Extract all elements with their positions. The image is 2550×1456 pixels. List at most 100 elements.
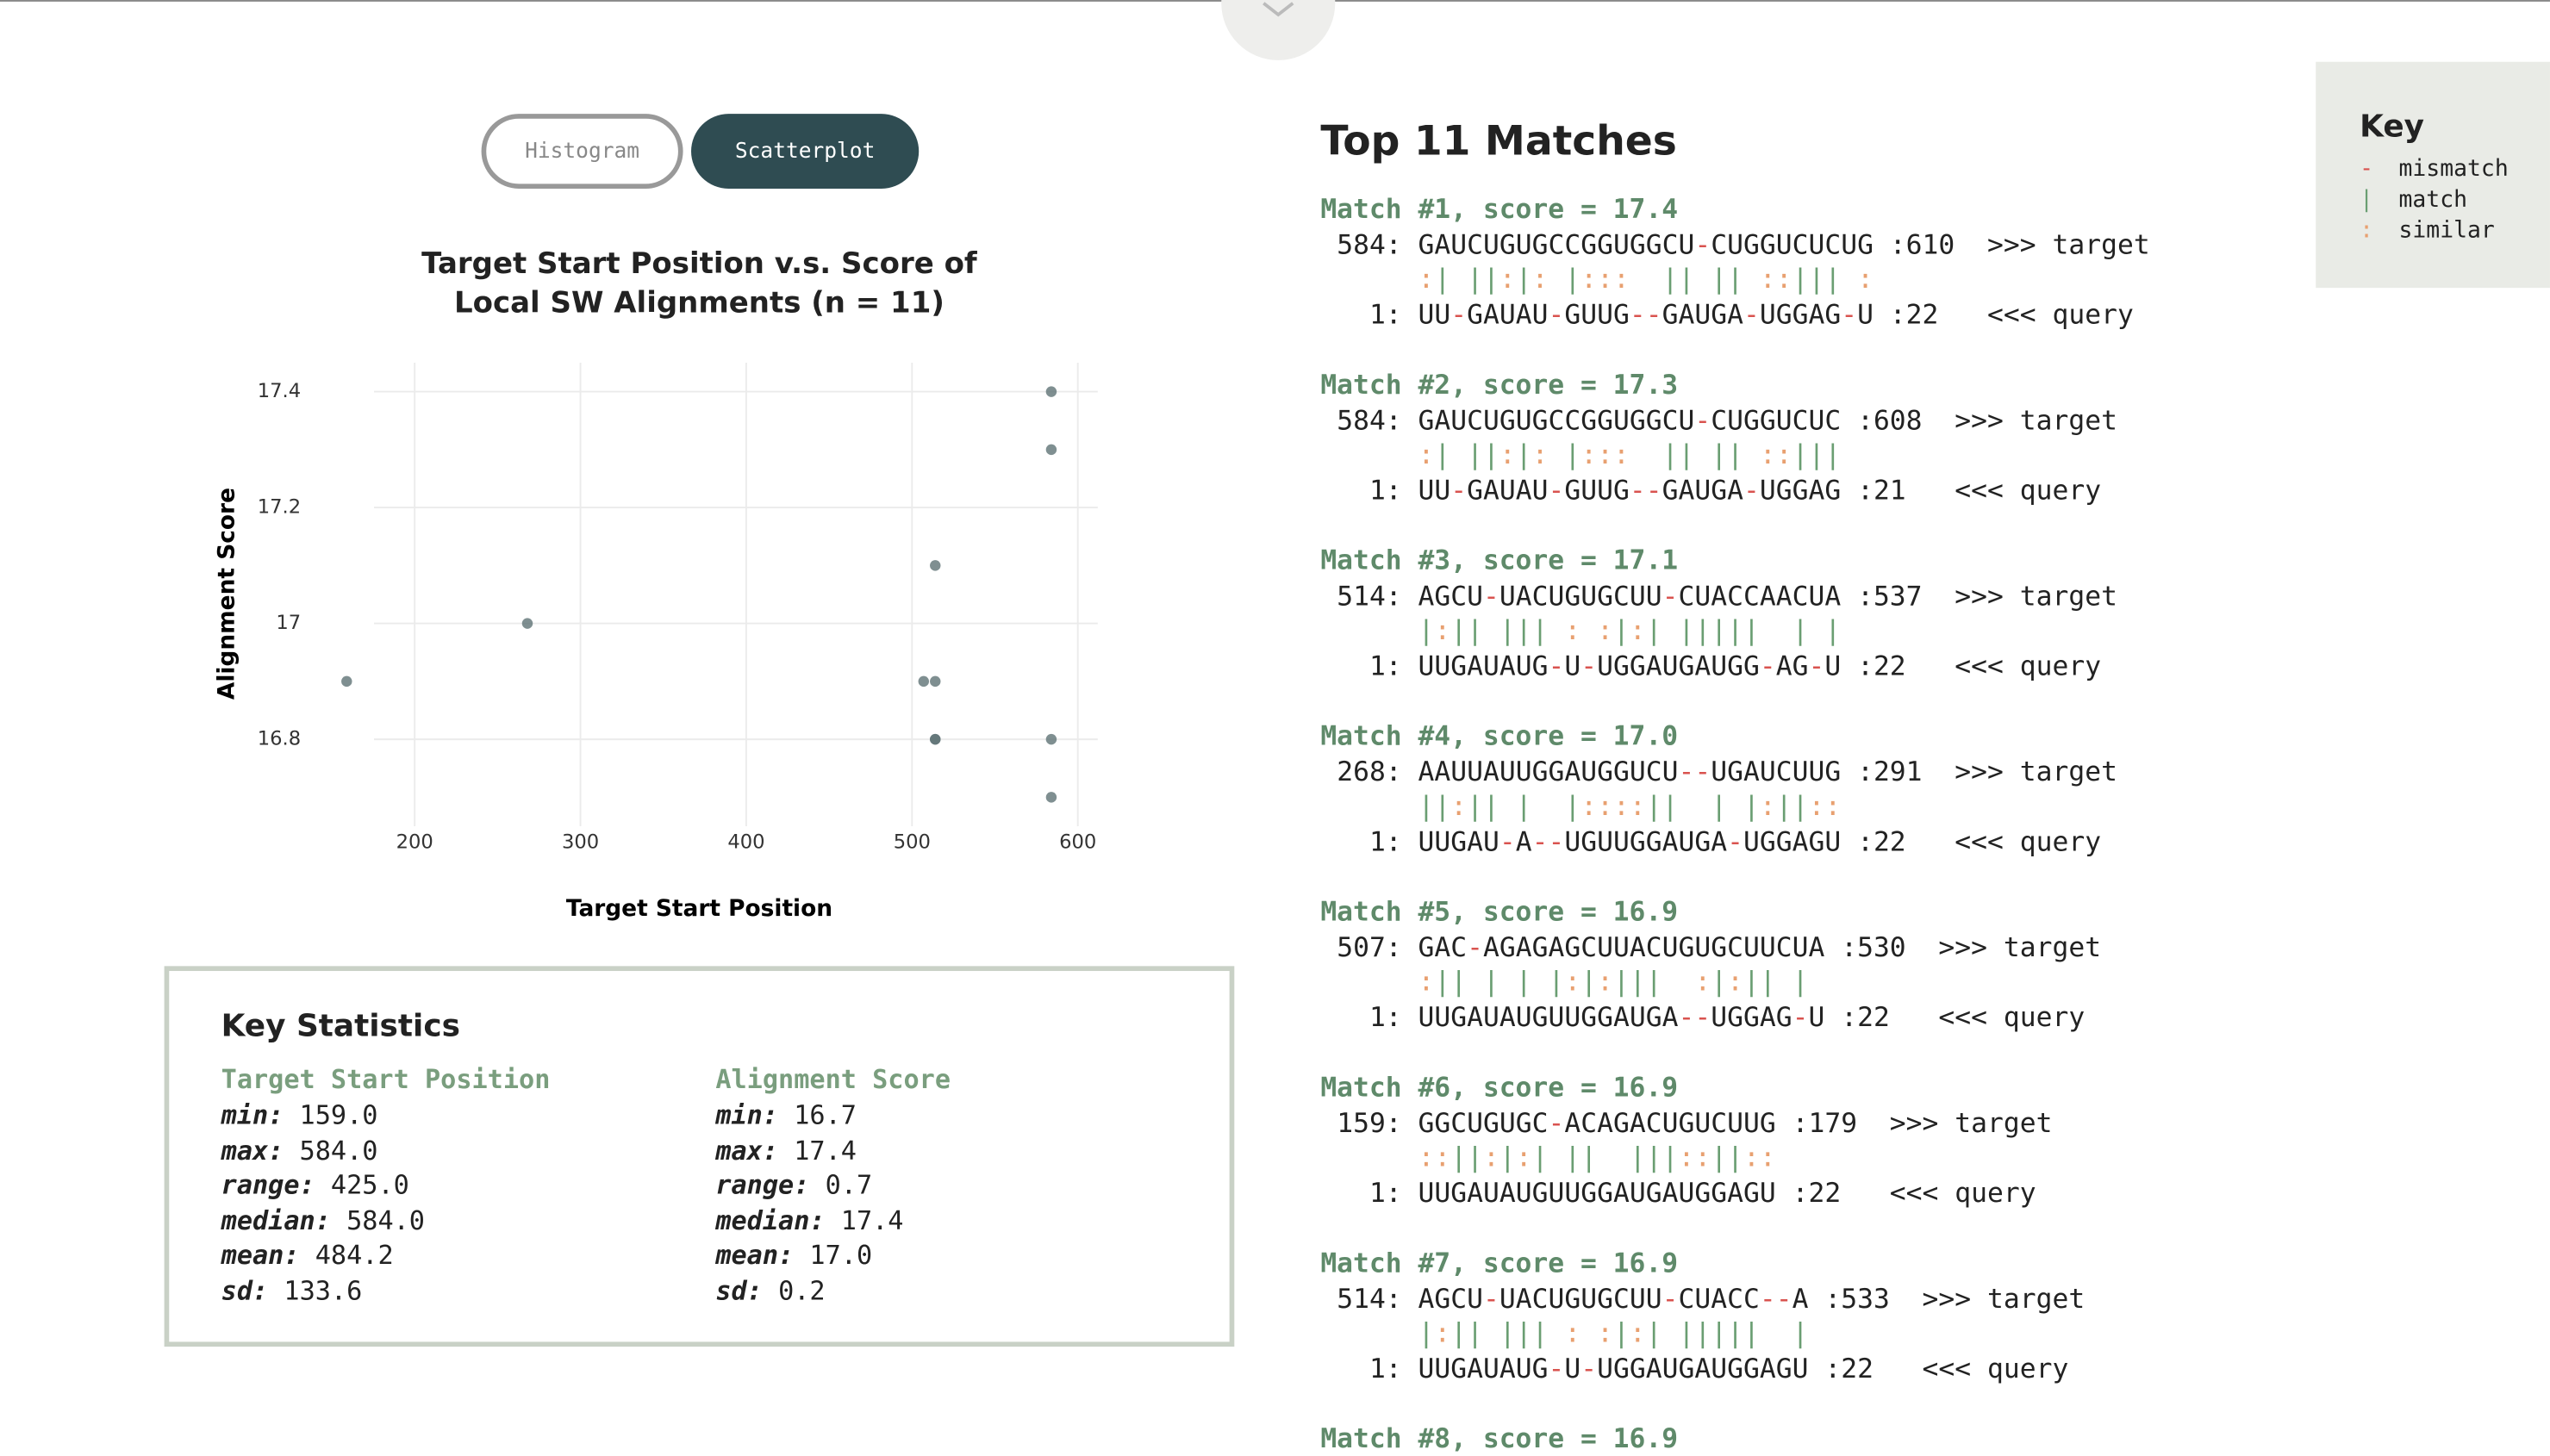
stat-key: range:	[221, 1169, 315, 1201]
alignment-query: 1: UUGAUAUG-U-UGGAUGAUGG-AG-U :22 <<< qu…	[1369, 650, 2102, 681]
stat-key: max:	[221, 1134, 284, 1166]
alignment-target: 514: AGCU-UACUGUGCUU-CUACC--A :533 >>> t…	[1337, 1283, 2086, 1315]
stat-key: range:	[715, 1169, 810, 1201]
stats-row: max: 584.0	[221, 1135, 378, 1167]
stat-value: 425.0	[330, 1169, 409, 1201]
stat-value: 17.4	[794, 1134, 857, 1166]
match-heading: Match #4, score = 17.0	[1320, 720, 1679, 752]
key-symbol: |	[2360, 187, 2374, 214]
point	[341, 675, 352, 688]
alignment-target: 514: AGCU-UACUGUGCUU-CUACCAACUA :537 >>>…	[1337, 580, 2118, 612]
stat-key: mean:	[221, 1240, 300, 1272]
alignment-query: 1: UUGAUAUG-U-UGGAUGAUGGAGU :22 <<< quer…	[1369, 1353, 2069, 1384]
x-tick-label: 600	[1059, 831, 1096, 853]
alignment-query: 1: UUGAU-A--UGUUGGAUGA-UGGAGU :22 <<< qu…	[1369, 826, 2102, 857]
point	[918, 675, 930, 688]
stat-value: 133.6	[284, 1275, 363, 1306]
alignment-align: ||:|| | |::::|| | |:||::	[1418, 790, 1842, 822]
stat-value: 0.2	[778, 1275, 826, 1306]
chart-title: Target Start Position v.s. Score of Loca…	[421, 246, 977, 320]
stat-key: sd:	[221, 1275, 269, 1306]
match-heading: Match #6, score = 16.9	[1320, 1072, 1679, 1103]
stats-row: median: 584.0	[221, 1204, 425, 1237]
key-title: Key	[2360, 109, 2425, 146]
key-panel: Key - mismatch | match: similar	[2316, 61, 2550, 289]
alignment-align: :|| | | |:|:||| :|:|| |	[1418, 966, 1809, 998]
key-symbol: -	[2360, 156, 2374, 183]
alignment-query: 1: UUGAUAUGUUGGAUGAUGGAGU :22 <<< query	[1369, 1177, 2036, 1209]
match-heading: Match #2, score = 17.3	[1320, 369, 1679, 401]
chart: Target Start Position Alignment Score 20…	[214, 362, 1098, 922]
point	[930, 733, 941, 745]
stat-key: max:	[715, 1134, 779, 1166]
x-axis-label: Target Start Position	[566, 895, 832, 922]
scroll-up-button[interactable]	[1217, 0, 1340, 65]
key-label: match	[2398, 187, 2468, 214]
stat-key: min:	[715, 1099, 779, 1131]
toggle-button[interactable]: Histogram	[481, 114, 683, 189]
match-heading: Match #8, score = 16.9	[1320, 1422, 1679, 1454]
stats-title: Key Statistics	[221, 1008, 460, 1044]
stat-value: 17.4	[840, 1204, 904, 1236]
key-label: similar	[2398, 217, 2495, 245]
stat-value: 484.2	[315, 1240, 394, 1272]
stats-row: sd: 133.6	[221, 1275, 363, 1308]
point	[521, 618, 533, 629]
toggle-button[interactable]: Scatterplot	[691, 114, 920, 189]
key-symbol: :	[2360, 217, 2374, 245]
point	[930, 560, 941, 571]
match-heading: Match #1, score = 17.4	[1320, 193, 1679, 225]
stat-key: median:	[715, 1204, 826, 1236]
stats-row: min: 159.0	[221, 1099, 378, 1132]
stats-row: mean: 484.2	[221, 1240, 394, 1272]
stats-row: range: 0.7	[715, 1170, 872, 1203]
alignment-align: |:|| ||| : :|:| ||||| | |	[1418, 614, 1842, 646]
stat-key: sd:	[715, 1275, 763, 1306]
point	[930, 675, 941, 688]
alignment-align: :| ||:|: |::: || || ::|||	[1418, 439, 1842, 470]
point	[1045, 792, 1057, 803]
x-tick-label: 200	[396, 831, 433, 853]
stats-box	[164, 966, 1235, 1347]
stat-value: 0.7	[825, 1169, 873, 1201]
stats-row: sd: 0.2	[715, 1275, 825, 1308]
alignment-target: 507: GAC-AGAGAGCUUACUGUGCUUCUA :530 >>> …	[1337, 931, 2102, 963]
y-tick-label: 17	[276, 612, 301, 634]
match-heading: Match #7, score = 16.9	[1320, 1247, 1679, 1279]
point	[1045, 386, 1057, 397]
alignment-target: 584: GAUCUGUGCCGGUGGCU-CUGGUCUC :608 >>>…	[1337, 405, 2118, 436]
y-tick-label: 17.2	[258, 496, 301, 519]
alignment-align: |:|| ||| : :|:| ||||| |	[1418, 1317, 1809, 1348]
stat-value: 159.0	[299, 1099, 378, 1131]
stat-value: 16.7	[794, 1099, 857, 1131]
alignment-query: 1: UU-GAUAU-GUUG--GAUGA-UGGAG :21 <<< qu…	[1369, 475, 2102, 507]
x-tick-label: 500	[894, 831, 931, 853]
alignment-align: :| ||:|: |::: || || ::||| :	[1418, 263, 1874, 295]
stats-row: max: 17.4	[715, 1135, 857, 1167]
alignment-target: 159: GGCUGUGC-ACAGACUGUCUUG :179 >>> tar…	[1337, 1107, 2053, 1139]
matches-title: Top 11 Matches	[1320, 116, 1677, 165]
y-tick-label: 17.4	[258, 380, 301, 402]
alignment-align: ::||:|:| || |||::||::	[1418, 1142, 1776, 1173]
stats-row: mean: 17.0	[715, 1240, 872, 1272]
stat-value: 584.0	[299, 1134, 378, 1166]
point	[1045, 733, 1057, 745]
alignment-target: 268: AAUUAUUGGAUGGUCU--UGAUCUUG :291 >>>…	[1337, 756, 2118, 787]
stat-value: 584.0	[346, 1204, 426, 1236]
stats-row: median: 17.4	[715, 1204, 903, 1237]
stat-value: 17.0	[809, 1240, 873, 1272]
stats-header: Target Start Position	[221, 1063, 551, 1095]
stats-row: range: 425.0	[221, 1170, 409, 1203]
stat-key: median:	[221, 1204, 331, 1236]
y-axis-label: Alignment Score	[214, 488, 240, 700]
stat-key: mean:	[715, 1240, 795, 1272]
stats-row: min: 16.7	[715, 1099, 857, 1132]
y-tick-label: 16.8	[258, 728, 301, 750]
stat-key: min:	[221, 1099, 284, 1131]
key-label: mismatch	[2398, 156, 2509, 183]
alignment-target: 584: GAUCUGUGCCGGUGGCU-CUGGUCUCUG :610 >…	[1337, 229, 2150, 261]
x-tick-label: 400	[727, 831, 764, 853]
stats-header: Alignment Score	[715, 1063, 951, 1095]
point	[1045, 444, 1057, 456]
